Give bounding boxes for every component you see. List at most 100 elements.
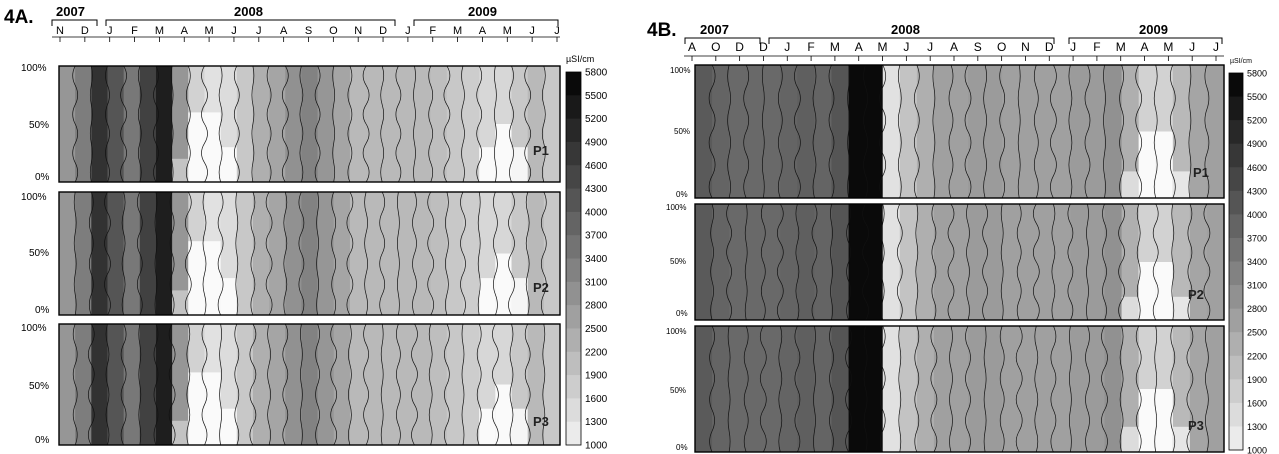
conductivity-band — [729, 65, 747, 198]
colorbar-swatch — [1229, 285, 1243, 310]
contour-line — [1170, 325, 1176, 453]
contour-line — [811, 203, 818, 321]
conductivity-band — [269, 324, 286, 445]
month-label: M — [830, 40, 840, 54]
conductivity-band — [780, 204, 798, 320]
contour-line — [982, 203, 988, 321]
conductivity-band — [1104, 326, 1123, 452]
contour-line — [1032, 203, 1040, 321]
contour-line — [508, 191, 515, 316]
contour-panel-p2 — [58, 191, 561, 316]
conductivity-band — [1036, 204, 1054, 320]
conductivity-band — [107, 192, 125, 315]
figure-4a: 4A. 2007 2008 2009 N D J F M A M J J A S O N D J F M A M J J… — [4, 4, 608, 452]
contour-line — [1118, 203, 1125, 321]
conductivity-band — [349, 192, 367, 315]
contour-line — [494, 65, 497, 183]
y-tick-label: 50% — [670, 386, 686, 395]
conductivity-band — [797, 204, 816, 320]
conductivity-band — [1070, 65, 1089, 198]
conductivity-band — [155, 192, 173, 315]
shallow-zone — [220, 147, 238, 182]
contour-line — [411, 323, 418, 446]
panel-frame — [58, 323, 561, 446]
contour-line — [1069, 325, 1072, 453]
contour-line — [445, 191, 449, 316]
conductivity-band — [59, 192, 76, 315]
contour-line — [395, 65, 402, 183]
contour-line — [1017, 64, 1021, 199]
contour-line — [168, 323, 176, 446]
conductivity-band — [91, 192, 109, 315]
conductivity-band — [236, 66, 254, 182]
contour-line — [136, 191, 143, 316]
month-label: F — [1093, 40, 1100, 54]
contour-line — [880, 203, 885, 321]
contour-line — [509, 65, 514, 183]
colorbar-swatch — [1229, 355, 1243, 380]
y-tick-label: 100% — [666, 203, 686, 212]
conductivity-band — [933, 65, 952, 198]
contour-line — [1119, 325, 1124, 453]
colorbar-swatch — [1229, 190, 1243, 215]
contour-line — [1101, 325, 1108, 453]
contour-line — [847, 64, 850, 199]
conductivity-band — [155, 324, 173, 445]
contour-line — [1086, 203, 1089, 321]
conductivity-band — [172, 324, 189, 445]
contour-line — [541, 65, 546, 183]
month-label: J — [784, 40, 790, 54]
conductivity-band — [763, 65, 781, 198]
conductivity-band — [543, 324, 561, 445]
contour-line — [1000, 203, 1004, 321]
conductivity-band — [899, 326, 918, 452]
conductivity-band — [139, 66, 157, 182]
shallow-zone — [511, 278, 529, 315]
month-label: M — [205, 25, 214, 37]
conductivity-band — [446, 66, 464, 182]
colorbar-swatch — [566, 141, 581, 166]
colorbar-swatch — [1229, 143, 1243, 168]
conductivity-band — [865, 326, 884, 452]
panel-label: P3 — [1188, 418, 1204, 433]
y-tick-label: 0% — [676, 443, 688, 452]
conductivity-band — [75, 66, 92, 182]
colorbar-swatch — [1229, 402, 1243, 427]
conductivity-band — [317, 66, 335, 182]
contour-line — [89, 65, 93, 183]
y-tick-label: 0% — [676, 190, 688, 199]
contour-line — [509, 323, 514, 446]
contour-line — [120, 65, 127, 183]
month-label: O — [329, 25, 338, 37]
conductivity-band — [1036, 326, 1054, 452]
conductivity-band — [1019, 204, 1037, 320]
conductivity-band — [123, 66, 141, 182]
month-label: J — [231, 25, 237, 37]
shallow-zone — [1155, 131, 1174, 198]
colorbar-tick-label: 5800 — [1247, 69, 1267, 79]
contour-line — [460, 191, 466, 316]
conductivity-band — [746, 326, 764, 452]
conductivity-band — [763, 326, 781, 452]
shallow-zone — [495, 253, 513, 315]
colorbar-tick-label: 4300 — [1247, 186, 1267, 196]
colorbar-tick-label: 1300 — [1247, 422, 1267, 432]
conductivity-band — [916, 326, 935, 452]
conductivity-band — [797, 326, 816, 452]
contour-line — [743, 325, 749, 453]
y-tick-label: 0% — [35, 305, 50, 316]
conductivity-band — [139, 192, 157, 315]
conductivity-band — [398, 324, 416, 445]
contour-line — [73, 191, 77, 316]
conductivity-band — [91, 324, 109, 445]
contour-line — [524, 323, 531, 446]
contour-line — [777, 64, 783, 199]
colorbar-swatch — [566, 95, 581, 120]
month-label: F — [429, 25, 436, 37]
colorbar-swatch — [1229, 73, 1243, 98]
month-label: D — [379, 25, 387, 37]
colorbar-tick-label: 4600 — [585, 161, 608, 172]
